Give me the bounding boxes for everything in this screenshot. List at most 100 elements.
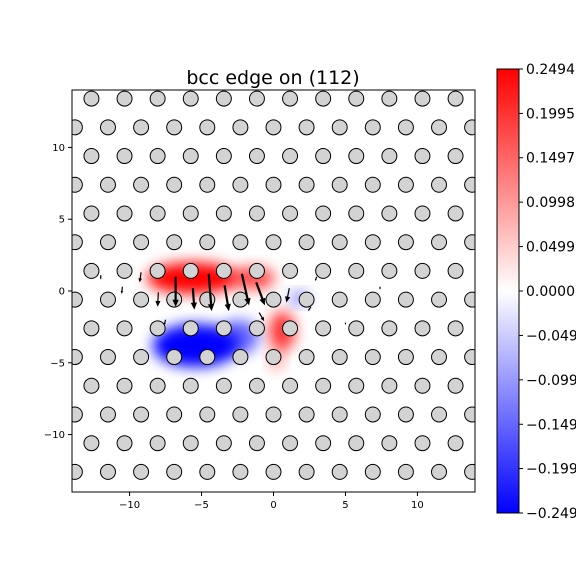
- atom: [83, 435, 100, 452]
- colorbar-tick-label: −0.1497: [526, 417, 576, 433]
- atom: [447, 205, 464, 222]
- displacement-arrow: [308, 306, 312, 312]
- atom: [348, 377, 365, 394]
- atom: [72, 349, 83, 366]
- atom: [215, 377, 232, 394]
- atom: [298, 349, 315, 366]
- atom: [464, 176, 475, 193]
- atom: [133, 176, 150, 193]
- displacement-arrows: [100, 272, 381, 326]
- atom: [431, 463, 448, 480]
- atom: [182, 205, 199, 222]
- atom: [397, 406, 414, 423]
- x-axis: −10 −5 0 5 10: [119, 492, 424, 511]
- atom: [348, 90, 365, 107]
- atom: [265, 119, 282, 136]
- displacement-arrow: [138, 272, 143, 283]
- atom: [282, 205, 299, 222]
- atom: [149, 90, 166, 107]
- atom: [99, 234, 116, 251]
- atom: [232, 406, 249, 423]
- atom: [431, 234, 448, 251]
- atom: [316, 493, 331, 508]
- atom: [381, 262, 398, 279]
- atom: [298, 291, 315, 308]
- atom: [381, 205, 398, 222]
- atom: [464, 463, 475, 480]
- atom: [282, 262, 299, 279]
- atom: [199, 463, 216, 480]
- atom: [51, 263, 66, 278]
- atom: [381, 148, 398, 165]
- displacement-arrow: [100, 275, 102, 280]
- atom: [414, 377, 431, 394]
- atom: [447, 320, 464, 337]
- atom: [83, 320, 100, 337]
- atom: [348, 435, 365, 452]
- displacement-arrow: [344, 322, 347, 325]
- atom: [282, 320, 299, 337]
- atom: [481, 378, 496, 393]
- atom: [99, 176, 116, 193]
- atom: [364, 349, 381, 366]
- atom: [315, 148, 332, 165]
- displacement-arrow: [207, 273, 215, 312]
- atom: [51, 378, 66, 393]
- atom: [72, 291, 83, 308]
- atom: [315, 90, 332, 107]
- atom: [331, 176, 348, 193]
- atom: [99, 119, 116, 136]
- atom: [282, 148, 299, 165]
- atom: [116, 320, 133, 337]
- displacement-arrow: [379, 286, 381, 290]
- atom: [166, 234, 183, 251]
- atom: [248, 435, 265, 452]
- colorbar-ticks: 0.2494 0.1995 0.1497 0.0998 0.0499 0.0000 −0.0…: [519, 62, 576, 522]
- atom: [232, 463, 249, 480]
- atom: [364, 119, 381, 136]
- atom: [248, 205, 265, 222]
- atom: [364, 234, 381, 251]
- atom: [51, 493, 66, 508]
- atom: [464, 119, 475, 136]
- atom: [282, 377, 299, 394]
- atom: [51, 321, 66, 336]
- atom: [249, 493, 264, 508]
- displacement-arrow: [285, 288, 291, 303]
- atom: [116, 262, 133, 279]
- atom: [364, 406, 381, 423]
- atom: [431, 119, 448, 136]
- atom: [166, 291, 183, 308]
- atom: [315, 205, 332, 222]
- atom: [166, 119, 183, 136]
- colorbar-tick-label: 0.0499: [526, 240, 575, 256]
- atom: [83, 205, 100, 222]
- atom: [464, 349, 475, 366]
- atom: [248, 377, 265, 394]
- atom: [381, 377, 398, 394]
- atom: [364, 463, 381, 480]
- atom: [166, 406, 183, 423]
- atom: [248, 90, 265, 107]
- atom: [83, 90, 100, 107]
- atom: [414, 148, 431, 165]
- x-tick-label: 10: [411, 500, 424, 511]
- atom: [182, 435, 199, 452]
- atom: [182, 90, 199, 107]
- atom: [481, 436, 496, 451]
- atom: [481, 263, 496, 278]
- atom: [331, 234, 348, 251]
- chart-title: bcc edge on (112): [186, 67, 359, 89]
- atom: [72, 176, 83, 193]
- atom: [232, 349, 249, 366]
- colorbar-tick-label: −0.0998: [526, 373, 576, 389]
- displacement-arrow: [255, 281, 266, 306]
- atom: [133, 119, 150, 136]
- atom: [315, 435, 332, 452]
- atom: [215, 320, 232, 337]
- atom: [215, 90, 232, 107]
- colorbar: [496, 68, 520, 514]
- atom: [83, 148, 100, 165]
- colorbar-tick-label: −0.0499: [526, 328, 576, 344]
- atom: [99, 291, 116, 308]
